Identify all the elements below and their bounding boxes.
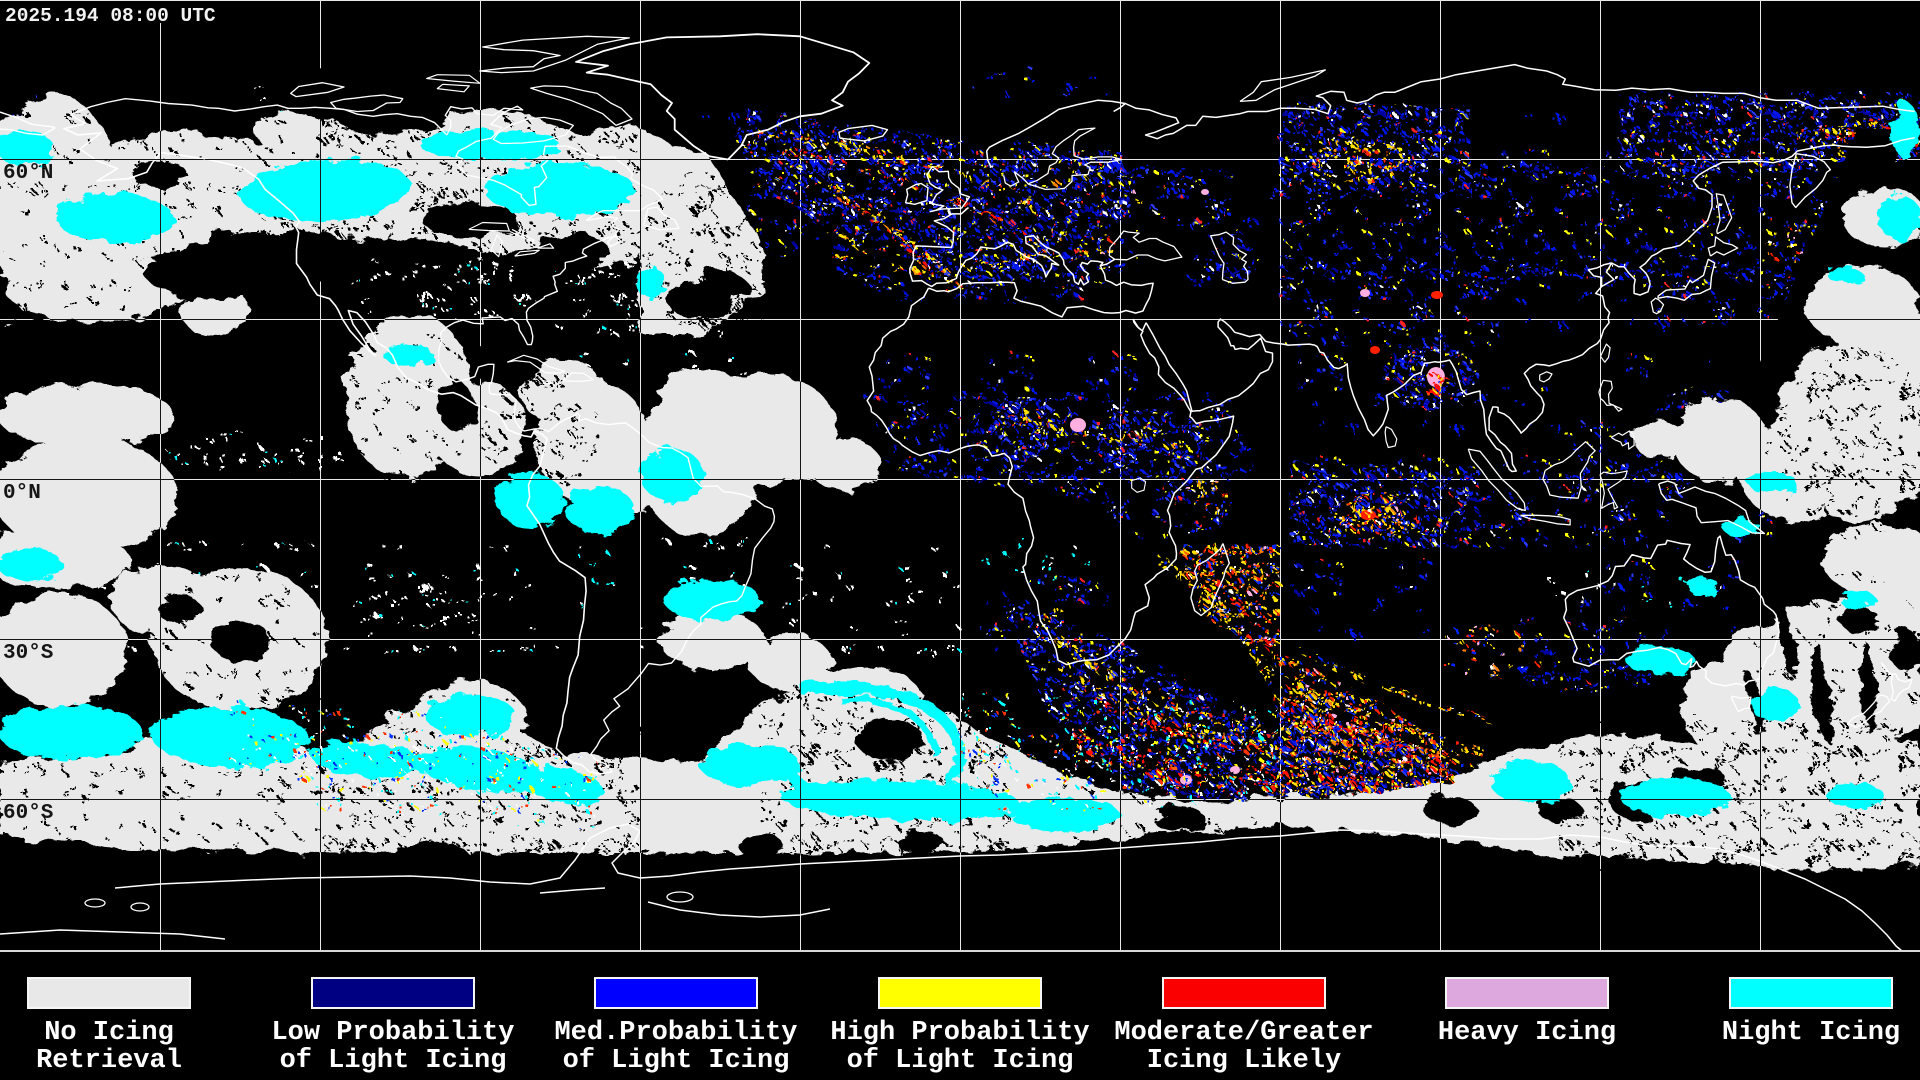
svg-text:30°S: 30°S — [3, 642, 53, 665]
svg-text:60°N: 60°N — [3, 162, 53, 185]
svg-text:of Light Icing: of Light Icing — [847, 1046, 1074, 1076]
svg-text:High Probability: High Probability — [830, 1018, 1089, 1048]
svg-text:Moderate/Greater: Moderate/Greater — [1114, 1018, 1373, 1048]
svg-text:60°S: 60°S — [3, 802, 53, 825]
svg-text:of Light Icing: of Light Icing — [563, 1046, 790, 1076]
svg-text:Night Icing: Night Icing — [1722, 1018, 1900, 1048]
svg-text:Heavy Icing: Heavy Icing — [1438, 1018, 1616, 1048]
svg-text:30°N: 30°N — [3, 322, 53, 345]
svg-text:Retrieval: Retrieval — [36, 1046, 182, 1076]
svg-text:0°N: 0°N — [3, 482, 41, 505]
svg-text:Icing Likely: Icing Likely — [1147, 1046, 1341, 1076]
svg-text:Med.Probability: Med.Probability — [554, 1018, 797, 1048]
svg-text:of Light Icing: of Light Icing — [280, 1046, 507, 1076]
svg-text:2025.194 08:00 UTC: 2025.194 08:00 UTC — [5, 5, 216, 27]
svg-text:No Icing: No Icing — [44, 1018, 174, 1048]
svg-text:Low Probability: Low Probability — [271, 1018, 514, 1048]
